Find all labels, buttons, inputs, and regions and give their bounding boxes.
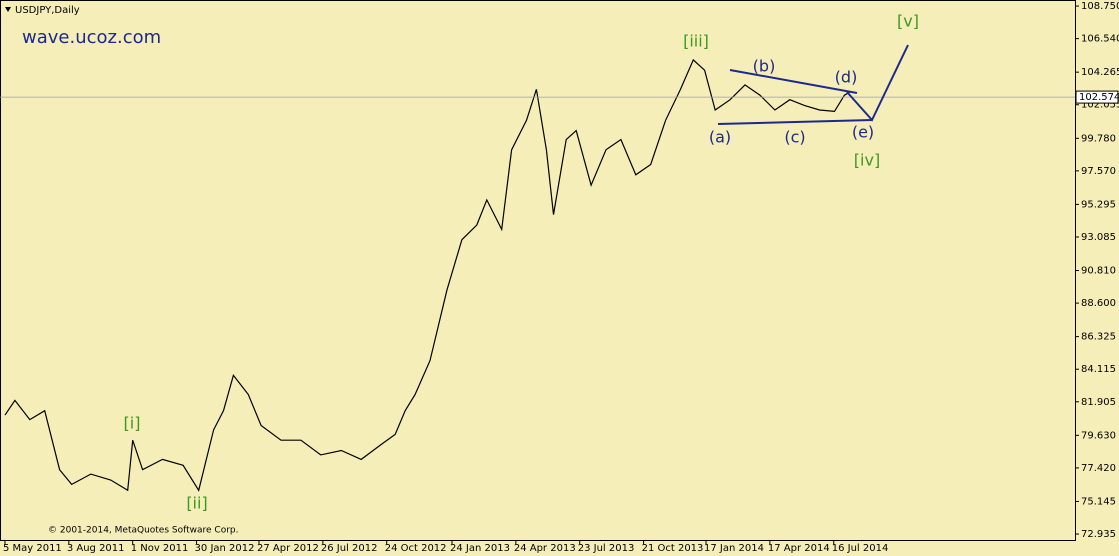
x-tick-label: 17 Apr 2014 <box>768 543 830 554</box>
x-tick-label: 3 Aug 2011 <box>67 543 125 554</box>
y-tick-label: 108.750 <box>1081 1 1119 12</box>
chart-title: USDJPY,Daily <box>15 5 80 16</box>
y-tick-label: 75.145 <box>1081 496 1116 507</box>
x-tick-label: 17 Jan 2014 <box>704 543 764 554</box>
current-price-box <box>1075 90 1119 104</box>
x-tick-label: 24 Apr 2013 <box>514 543 576 554</box>
watermark: wave.ucoz.com <box>22 27 161 48</box>
wave-label: [i] <box>124 414 141 433</box>
y-tick-label: 95.295 <box>1081 199 1116 210</box>
x-tick-label: 24 Oct 2012 <box>385 543 447 554</box>
wave-label: (b) <box>753 57 776 76</box>
x-tick-label: 5 May 2011 <box>3 543 62 554</box>
x-tick-label: 23 Jul 2013 <box>578 543 635 554</box>
y-tick-label: 79.630 <box>1081 430 1116 441</box>
y-tick-label: 88.600 <box>1081 298 1116 309</box>
x-tick-label: 16 Jul 2014 <box>832 543 889 554</box>
wave-label: [v] <box>897 12 919 31</box>
y-tick-label: 86.325 <box>1081 332 1116 343</box>
wave-label: [iv] <box>854 151 880 170</box>
wave-lines <box>717 44 909 125</box>
wave-label: (d) <box>835 68 858 87</box>
y-tick-label: 97.570 <box>1081 166 1116 177</box>
y-tick-label: 84.115 <box>1081 364 1116 375</box>
menu-icon <box>5 7 11 12</box>
x-tick-label: 26 Jul 2012 <box>321 543 378 554</box>
wave-label: (e) <box>852 123 874 142</box>
wave-label: (c) <box>784 128 805 147</box>
x-tick-label: 21 Oct 2013 <box>642 543 704 554</box>
copyright: © 2001-2014, MetaQuotes Software Corp. <box>48 526 239 536</box>
y-tick-label: 102.055 <box>1081 100 1119 111</box>
x-tick-label: 1 Nov 2011 <box>131 543 189 554</box>
price-line <box>4 58 850 492</box>
y-tick-label: 81.905 <box>1081 397 1116 408</box>
y-tick-label: 99.780 <box>1081 133 1116 144</box>
y-tick-label: 72.935 <box>1081 529 1116 540</box>
y-tick-label: 90.810 <box>1081 266 1116 277</box>
x-tick-label: 30 Jan 2012 <box>195 543 255 554</box>
y-tick-label: 104.265 <box>1081 67 1119 78</box>
wave-label: [iii] <box>683 32 709 51</box>
current-price-label: 102.574 <box>1079 92 1119 103</box>
y-tick-label: 106.540 <box>1081 34 1119 45</box>
x-tick-label: 27 Apr 2012 <box>257 543 319 554</box>
y-tick-label: 93.085 <box>1081 232 1116 243</box>
y-tick-label: 77.420 <box>1081 463 1116 474</box>
x-tick-label: 24 Jan 2013 <box>450 543 510 554</box>
wave-label: (a) <box>709 128 731 147</box>
wave-label: [ii] <box>186 494 207 513</box>
